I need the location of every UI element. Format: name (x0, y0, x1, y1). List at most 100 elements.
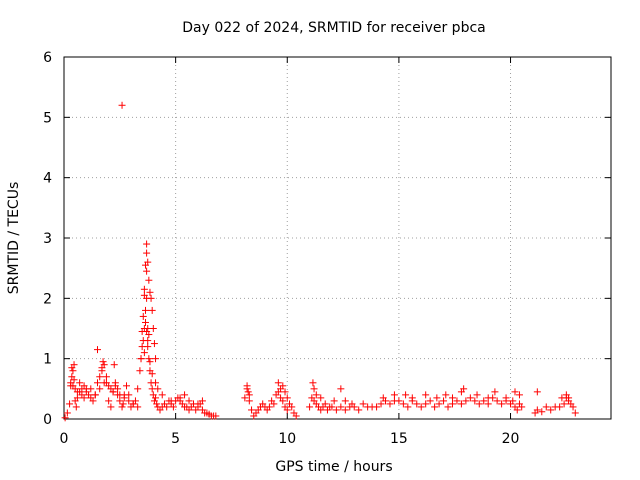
data-point (337, 385, 345, 393)
data-point (141, 318, 149, 326)
data-point (473, 391, 481, 399)
data-point (471, 397, 479, 405)
data-point (341, 406, 349, 414)
data-point (453, 397, 461, 405)
data-point (444, 403, 452, 411)
data-point (91, 391, 99, 399)
data-point (309, 379, 317, 387)
data-point (422, 391, 430, 399)
data-point (70, 361, 78, 369)
data-point (143, 294, 151, 302)
data-point (93, 379, 101, 387)
data-point (99, 358, 107, 366)
data-point (163, 403, 171, 411)
data-point (118, 403, 126, 411)
data-point (145, 276, 153, 284)
data-point (328, 403, 336, 411)
data-point (498, 400, 506, 408)
data-point (413, 400, 421, 408)
data-point (100, 379, 108, 387)
data-point (140, 349, 148, 357)
data-point (120, 394, 128, 402)
data-point (129, 400, 137, 408)
data-point (515, 391, 523, 399)
data-point (337, 403, 345, 411)
y-tick-label: 0 (43, 412, 52, 428)
y-axis-label: SRMTID / TECUs (6, 182, 22, 295)
plot-frame (63, 56, 612, 420)
data-point (93, 346, 101, 354)
data-point (283, 394, 291, 402)
data-point (556, 403, 564, 411)
data-point (69, 367, 77, 375)
data-point (61, 414, 69, 422)
data-point (513, 406, 521, 414)
data-point (96, 373, 104, 381)
data-point (73, 394, 81, 402)
data-point (185, 397, 193, 405)
data-point (158, 391, 166, 399)
data-point (542, 403, 550, 411)
data-point (73, 388, 81, 396)
data-point (140, 285, 148, 293)
data-point (72, 403, 80, 411)
data-point (63, 409, 71, 417)
data-point (359, 400, 367, 408)
data-point (270, 400, 278, 408)
data-point (440, 397, 448, 405)
x-tick-label: 15 (390, 431, 408, 447)
data-point (484, 400, 492, 408)
data-point (417, 403, 425, 411)
data-point (509, 397, 517, 405)
data-point (148, 306, 156, 314)
data-point (107, 385, 115, 393)
data-point (150, 340, 158, 348)
data-point (248, 406, 256, 414)
data-point (245, 397, 253, 405)
data-point (321, 400, 329, 408)
data-point (448, 394, 456, 402)
data-point (355, 406, 363, 414)
data-point (136, 367, 144, 375)
data-point (431, 403, 439, 411)
data-point (265, 403, 273, 411)
data-point (332, 406, 340, 414)
data-point (244, 388, 252, 396)
x-tick-label: 10 (278, 431, 296, 447)
data-point (433, 394, 441, 402)
data-point (292, 412, 300, 420)
data-point (330, 397, 338, 405)
data-point (70, 376, 78, 384)
data-point (144, 325, 152, 332)
data-point (341, 397, 349, 405)
data-point (288, 403, 296, 411)
data-point (145, 355, 153, 363)
data-point (198, 397, 206, 405)
y-tick-label: 4 (43, 171, 52, 187)
data-point (176, 394, 184, 402)
data-point (538, 408, 546, 416)
data-point (399, 400, 407, 408)
data-point (143, 267, 151, 275)
data-point (306, 403, 314, 411)
y-tick-label: 6 (43, 50, 52, 66)
data-point (491, 388, 499, 396)
data-point (111, 382, 119, 390)
data-point (102, 373, 110, 381)
data-point (125, 391, 133, 399)
data-point (87, 385, 95, 393)
y-axis-ticks: 0 1 2 3 4 5 6 (43, 50, 611, 428)
data-point (558, 394, 566, 402)
data-point (82, 388, 90, 396)
data-point (143, 240, 151, 248)
data-point (194, 400, 202, 408)
data-point (480, 397, 488, 405)
data-point (243, 382, 251, 390)
data-point (145, 331, 153, 339)
x-grid (175, 57, 512, 419)
data-point (565, 394, 573, 402)
data-point (395, 397, 403, 405)
data-point (317, 394, 325, 402)
data-point (144, 343, 152, 351)
data-point (386, 400, 394, 408)
